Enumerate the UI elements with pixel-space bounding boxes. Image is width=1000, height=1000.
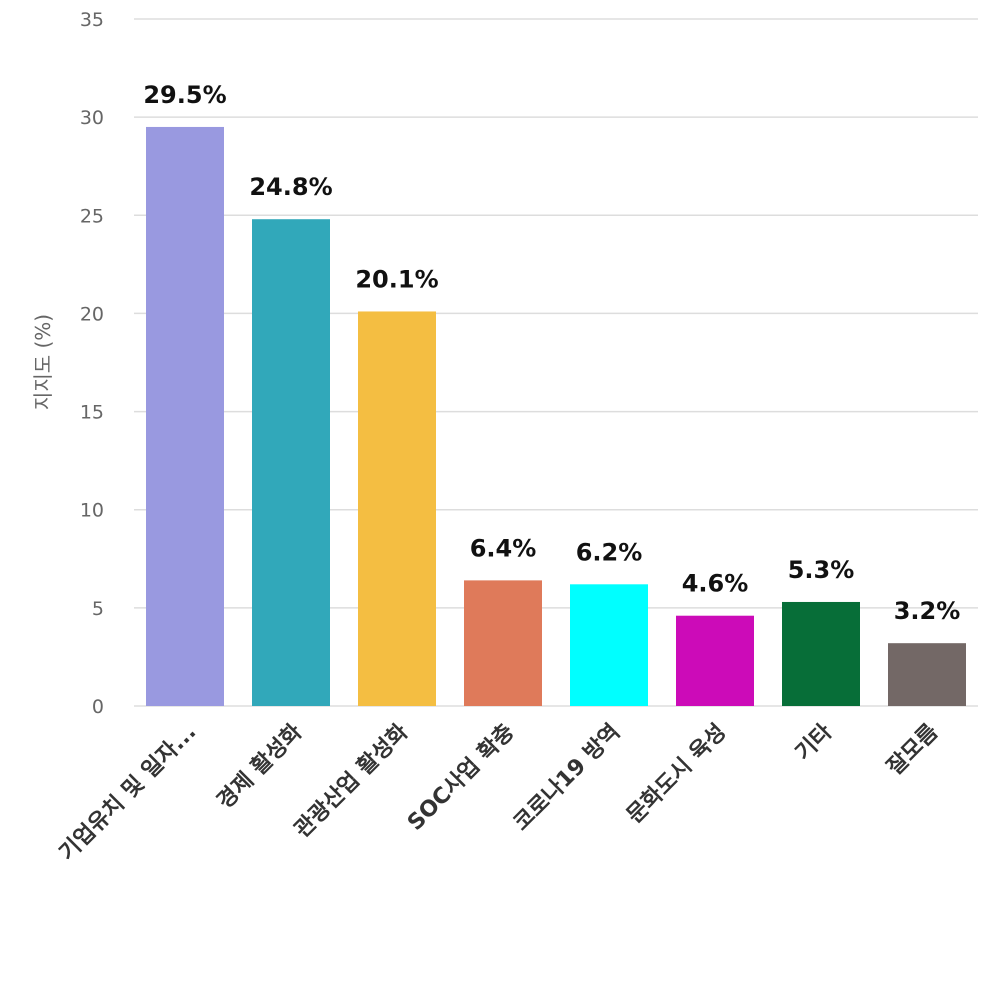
y-tick-label: 20 <box>80 303 104 325</box>
x-tick-label: 문화도시 육성 <box>622 720 731 829</box>
x-tick-label: 관광산업 활성화 <box>290 720 413 843</box>
data-label: 5.3% <box>788 556 855 584</box>
bar <box>570 584 648 706</box>
data-label: 6.2% <box>576 538 643 566</box>
y-tick-label: 25 <box>80 205 104 227</box>
x-tick-label: SOC사업 확충 <box>403 720 519 836</box>
y-axis-ticks: 0 5 10 15 20 25 30 35 <box>80 9 104 718</box>
data-label: 6.4% <box>470 534 537 562</box>
bar <box>464 580 542 706</box>
bar <box>252 219 330 706</box>
data-labels: 29.5% 24.8% 20.1% 6.4% 6.2% 4.6% 5.3% 3.2% <box>143 81 960 625</box>
x-tick-label: 기업유치 및 일자... <box>55 720 201 866</box>
x-tick-label: 기타 <box>791 719 838 766</box>
data-label: 24.8% <box>249 173 332 201</box>
y-axis-label: 지지도 (%) <box>31 314 55 410</box>
bar <box>782 601 860 706</box>
data-label: 4.6% <box>682 570 749 598</box>
y-tick-label: 10 <box>80 500 104 522</box>
y-tick-label: 15 <box>80 402 104 424</box>
y-tick-label: 30 <box>80 107 104 129</box>
y-tick-label: 0 <box>92 696 104 718</box>
x-tick-label: 경제 활성화 <box>213 720 308 815</box>
bar <box>146 126 224 706</box>
bars <box>146 126 966 706</box>
x-tick-label: 코로나19 방역 <box>509 720 625 836</box>
y-tick-label: 5 <box>92 598 104 620</box>
data-label: 20.1% <box>355 265 438 293</box>
bar <box>358 311 436 706</box>
bar <box>888 643 966 706</box>
data-label: 29.5% <box>143 81 226 109</box>
x-tick-label: 잘모름 <box>883 720 944 781</box>
bar <box>676 615 754 706</box>
y-tick-label: 35 <box>80 9 104 31</box>
data-label: 3.2% <box>894 597 961 625</box>
